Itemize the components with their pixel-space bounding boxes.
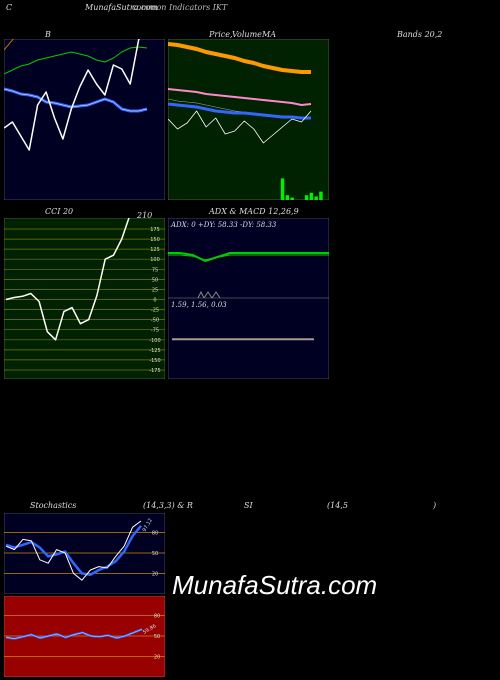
rsi-params: (14,5 [327, 501, 348, 510]
cci-tick-label: -50 [151, 318, 159, 324]
bollinger-chart [4, 39, 165, 200]
macd-panel: 1.59, 1.56, 0.03 [168, 298, 329, 379]
adx-plus-line [168, 252, 329, 262]
volume-bar [309, 192, 314, 200]
adx-values-text: ADX: 0 +DY: 58.33 -DY: 58.33 [170, 221, 277, 229]
volume-bar [319, 191, 323, 200]
macd-chart: 1.59, 1.56, 0.03 [168, 298, 329, 379]
cci-tick-label: 125 [150, 247, 160, 253]
price-line [168, 110, 312, 144]
volume-bar [285, 195, 290, 200]
cci-tick-label: -150 [149, 358, 160, 364]
price-chart [168, 39, 329, 200]
rsi-highlight [5, 629, 143, 639]
cci-tick-label: -175 [149, 368, 160, 374]
volume-bar [304, 195, 309, 200]
bollinger-panel [4, 39, 165, 200]
cci-tick-label: 0 [153, 298, 156, 304]
stoch-k-line [5, 520, 142, 581]
bb-middle-highlight [4, 88, 148, 112]
bands-label: Bands 20,2 [397, 30, 443, 39]
cci-tick-label: 75 [152, 267, 158, 273]
volume-bar [314, 196, 318, 200]
ma-mid-line [168, 88, 312, 106]
ma-label: MA [262, 30, 276, 39]
cci-panel: 175 150 125 100 75 50 25 0 -25 -50 -75 -100 -125 -150… [4, 218, 165, 379]
volume-label: Volume [232, 30, 262, 39]
cci-tick-label: -25 [151, 308, 159, 314]
bb-upper-band [4, 46, 148, 75]
price-label: Price, [209, 30, 233, 39]
stoch-tick-label: 20 [152, 571, 158, 577]
adx-panel: ADX: 0 +DY: 58.33 -DY: 58.33 [168, 218, 329, 298]
stoch-label: Stochastics [30, 501, 77, 510]
rsi-tick-label: 80 [154, 614, 160, 620]
cci-tick-label: -75 [151, 328, 159, 334]
rsi-panel: 80 50 20 59.86 [4, 596, 165, 677]
page-title: MunafaSutra.com [85, 3, 158, 12]
cci-tick-label: 25 [152, 287, 158, 293]
adx-chart: ADX: 0 +DY: 58.33 -DY: 58.33 [168, 218, 329, 298]
corner-label: C [6, 3, 13, 12]
rsi-close: ) [433, 501, 437, 510]
cci-tick-label: 175 [150, 227, 160, 233]
volume-bar [290, 197, 294, 200]
rsi-tick-label: 20 [154, 654, 160, 660]
stoch-tick-label: 50 [152, 551, 158, 557]
ma-long-line [168, 42, 311, 74]
cci-tick-label: 100 [150, 257, 160, 263]
cci-tick-label: 150 [150, 237, 160, 243]
rsi-tick-label: 50 [154, 634, 160, 640]
title-overlay: common Indicators IKT [132, 3, 228, 12]
stoch-params: (14,3,3) & R [143, 501, 193, 510]
cci-tick-label: 50 [152, 277, 158, 283]
bb-price-line [4, 39, 140, 151]
macd-values-text: 1.59, 1.56, 0.03 [171, 301, 227, 309]
adx-lower-line [197, 290, 221, 298]
adx-macd-label: ADX & MACD 12,26,9 [209, 207, 299, 216]
price-panel [168, 39, 329, 200]
adx-minus-line [168, 254, 329, 261]
stoch-d-line [5, 525, 142, 577]
volume-bar [280, 178, 285, 200]
cci-tick-label: -125 [149, 348, 160, 354]
stoch-tick-label: 80 [152, 531, 158, 537]
bb-label: B [45, 30, 51, 39]
cci-value: 210 [137, 211, 153, 220]
cci-label: CCI 20 [45, 207, 74, 216]
cci-line [5, 218, 130, 341]
watermark: MunafaSutra.com [172, 570, 378, 600]
stoch-panel: 80 50 20 97.12 [4, 513, 165, 594]
ma-fast-line [168, 102, 311, 120]
cci-tick-label: -100 [149, 338, 160, 344]
si-label: SI [244, 501, 253, 510]
cci-chart: 175 150 125 100 75 50 25 0 -25 -50 -75 -100 -125 -150… [4, 218, 165, 379]
